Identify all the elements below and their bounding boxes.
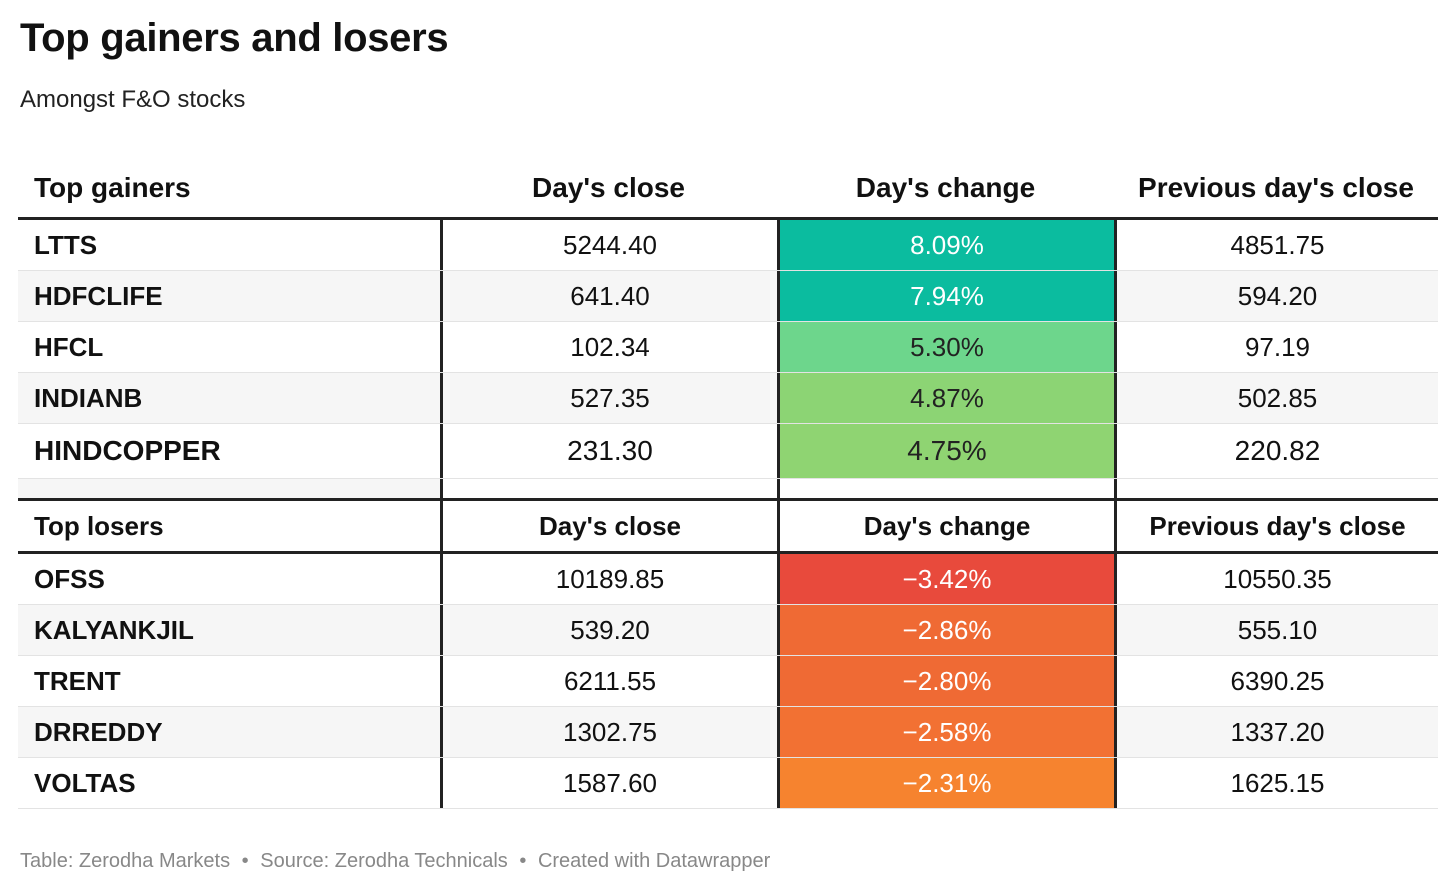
table-row: KALYANKJIL 539.20 −2.86% 555.10 (18, 605, 1438, 656)
section-header: Day's change (777, 501, 1114, 551)
column-header[interactable]: Day's change (855, 171, 1036, 203)
days-close-cell: 231.30 (440, 424, 777, 478)
prev-close-cell: 220.82 (1114, 424, 1438, 478)
section-header: Top losers (34, 510, 164, 541)
spacer-cell (1114, 479, 1438, 498)
section-spacer (18, 479, 1438, 501)
separator: • (241, 850, 249, 872)
gainers-header-row: Top gainers Day's close Day's change Pre… (18, 158, 1438, 220)
table-row: HFCL 102.34 5.30% 97.19 (18, 322, 1438, 373)
days-change-cell: 4.75% (777, 424, 1114, 478)
days-change-cell: 8.09% (777, 220, 1114, 270)
table-row: DRREDDY 1302.75 −2.58% 1337.20 (18, 707, 1438, 758)
spacer-cell (440, 479, 777, 498)
source-credit: Source: Zerodha Technicals (260, 850, 508, 872)
column-header[interactable]: Previous day's close (1138, 171, 1414, 203)
days-change-cell: 4.87% (777, 373, 1114, 423)
losers-body: OFSS 10189.85 −3.42% 10550.35 KALYANKJIL 539.… (18, 554, 1438, 809)
days-close-cell: 539.20 (440, 605, 777, 655)
table-row: VOLTAS 1587.60 −2.31% 1625.15 (18, 758, 1438, 809)
column-header[interactable]: Top gainers (34, 171, 191, 203)
stock-name-cell: INDIANB (34, 382, 143, 413)
footer-credits: Table: Zerodha Markets • Source: Zerodha… (20, 850, 770, 873)
table-row: INDIANB 527.35 4.87% 502.85 (18, 373, 1438, 424)
page-subtitle: Amongst F&O stocks (20, 86, 246, 113)
table-row: HDFCLIFE 641.40 7.94% 594.20 (18, 271, 1438, 322)
prev-close-cell: 594.20 (1114, 271, 1438, 321)
spacer-cell (777, 479, 1114, 498)
days-change-cell: −2.86% (777, 605, 1114, 655)
gainers-body: LTTS 5244.40 8.09% 4851.75 HDFCLIFE 641.40 7.9… (18, 220, 1438, 479)
spacer-cell (18, 479, 440, 498)
days-change-cell: 5.30% (777, 322, 1114, 372)
section-header: Day's close (440, 501, 777, 551)
page-title: Top gainers and losers (20, 16, 449, 60)
prev-close-cell: 555.10 (1114, 605, 1438, 655)
days-close-cell: 1587.60 (440, 758, 777, 808)
stock-name-cell: KALYANKJIL (34, 614, 194, 645)
days-close-cell: 10189.85 (440, 554, 777, 604)
datawrapper-credit: Created with Datawrapper (537, 850, 771, 872)
stock-name-cell: DRREDDY (34, 716, 163, 747)
stock-name-cell: HINDCOPPER (34, 435, 221, 466)
prev-close-cell: 4851.75 (1114, 220, 1438, 270)
days-change-cell: −2.31% (777, 758, 1114, 808)
stock-name-cell: VOLTAS (34, 767, 136, 798)
stock-name-cell: HDFCLIFE (34, 280, 163, 311)
stock-name-cell: LTTS (34, 229, 98, 260)
prev-close-cell: 1337.20 (1114, 707, 1438, 757)
days-close-cell: 5244.40 (440, 220, 777, 270)
days-change-cell: −3.42% (777, 554, 1114, 604)
table-row: TRENT 6211.55 −2.80% 6390.25 (18, 656, 1438, 707)
separator: • (519, 850, 527, 872)
table-row: OFSS 10189.85 −3.42% 10550.35 (18, 554, 1438, 605)
stock-name-cell: OFSS (34, 563, 105, 594)
table-row: HINDCOPPER 231.30 4.75% 220.82 (18, 424, 1438, 479)
section-header: Previous day's close (1114, 501, 1438, 551)
data-table: Top gainers Day's close Day's change Pre… (18, 158, 1438, 809)
days-change-cell: −2.58% (777, 707, 1114, 757)
days-close-cell: 102.34 (440, 322, 777, 372)
column-header[interactable]: Day's close (532, 171, 685, 203)
prev-close-cell: 97.19 (1114, 322, 1438, 372)
prev-close-cell: 10550.35 (1114, 554, 1438, 604)
days-close-cell: 527.35 (440, 373, 777, 423)
prev-close-cell: 6390.25 (1114, 656, 1438, 706)
days-change-cell: 7.94% (777, 271, 1114, 321)
table-row: LTTS 5244.40 8.09% 4851.75 (18, 220, 1438, 271)
days-change-cell: −2.80% (777, 656, 1114, 706)
table-credit: Table: Zerodha Markets (20, 850, 231, 872)
days-close-cell: 641.40 (440, 271, 777, 321)
prev-close-cell: 502.85 (1114, 373, 1438, 423)
losers-header-row: Top losers Day's close Day's change Prev… (18, 501, 1438, 554)
days-close-cell: 1302.75 (440, 707, 777, 757)
stock-name-cell: TRENT (34, 665, 121, 696)
stock-name-cell: HFCL (34, 331, 104, 362)
prev-close-cell: 1625.15 (1114, 758, 1438, 808)
days-close-cell: 6211.55 (440, 656, 777, 706)
